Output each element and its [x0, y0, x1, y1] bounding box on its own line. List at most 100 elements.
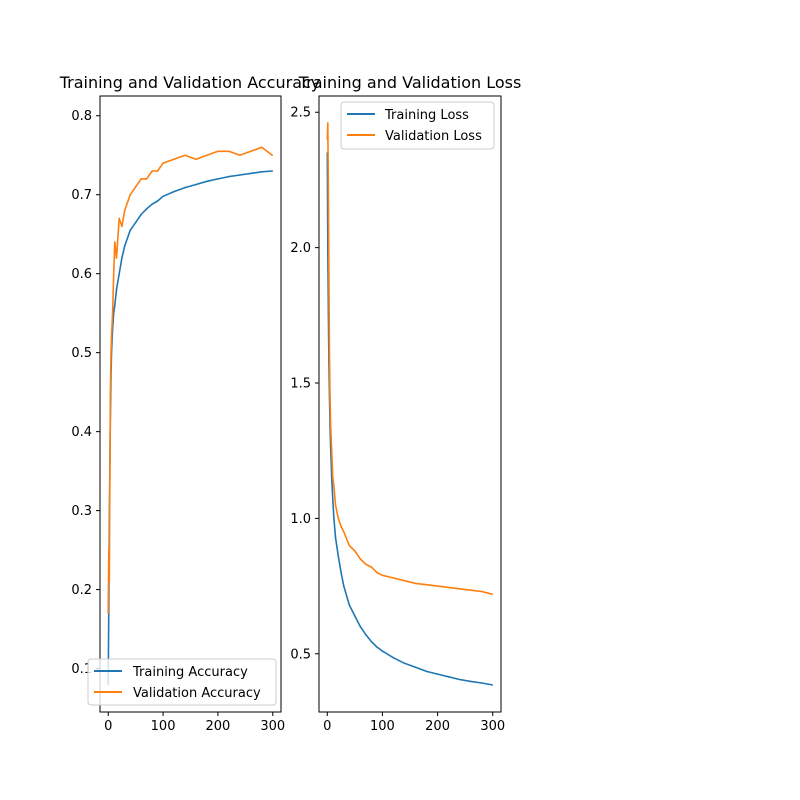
loss-legend-box [340, 101, 495, 150]
loss-point-validation-loss-27 [458, 588, 461, 590]
accuracy-point-validation-accuracy-27 [239, 154, 241, 156]
loss-ytick-label-2-5: 2.5 [290, 106, 311, 121]
loss-ticks: 0 100 200 300 0.5 1.0 1.5 2.0 2.5 [290, 106, 505, 734]
loss-point-validation-loss-2 [327, 192, 330, 195]
accuracy-point-training-accuracy-19 [156, 200, 159, 202]
accuracy-point-validation-accuracy-15 [134, 186, 137, 188]
loss-point-training-loss-27 [458, 678, 461, 681]
loss-point-validation-loss-7 [330, 449, 333, 452]
accuracy-point-training-accuracy-27 [239, 174, 241, 176]
loss-point-validation-loss-12 [340, 525, 342, 528]
accuracy-xtick-label-200: 200 [206, 719, 231, 734]
loss-point-validation-loss-16 [359, 558, 362, 560]
accuracy-point-training-accuracy-28 [250, 172, 252, 175]
loss-point-validation-loss-17 [365, 563, 367, 566]
loss-point-training-loss-30 [491, 684, 494, 686]
loss-point-validation-loss-24 [425, 583, 428, 586]
accuracy-point-training-accuracy-11 [118, 272, 120, 275]
accuracy-ticks: 0 100 200 300 0.1 0.2 0.3 0.4 0.5 0.6 0.7 0.8 [71, 109, 285, 734]
loss-legend-validation-label: Validation Loss [385, 129, 482, 144]
accuracy-point-validation-accuracy-21 [173, 158, 175, 160]
loss-point-training-loss-29 [480, 682, 483, 684]
accuracy-point-validation-accuracy-0 [107, 612, 109, 615]
accuracy-chart: Training and Validation Accuracy 0 100 200… [59, 73, 321, 734]
loss-point-validation-loss-19 [376, 571, 378, 574]
accuracy-ytick-label-0-6: 0.6 [71, 267, 92, 282]
loss-point-validation-loss-25 [436, 585, 439, 587]
loss-legend-training-label: Training Loss [384, 108, 469, 123]
accuracy-point-validation-accuracy-9 [114, 241, 116, 243]
loss-point-training-loss-8 [332, 498, 334, 501]
loss-plot-area [326, 122, 494, 686]
accuracy-point-training-accuracy-25 [217, 178, 219, 180]
accuracy-point-training-accuracy-9 [114, 304, 116, 307]
loss-point-validation-loss-26 [447, 586, 450, 589]
accuracy-chart-title: Training and Validation Accuracy [59, 73, 321, 92]
loss-point-validation-loss-29 [480, 590, 483, 593]
accuracy-ytick-label-0-1: 0.1 [71, 662, 92, 677]
loss-point-validation-loss-23 [414, 582, 417, 585]
accuracy-point-training-accuracy-22 [184, 186, 186, 189]
accuracy-point-validation-accuracy-3 [109, 470, 111, 472]
loss-point-validation-loss-28 [469, 589, 472, 591]
accuracy-point-validation-accuracy-20 [162, 162, 164, 164]
loss-point-validation-loss-20 [381, 574, 384, 577]
loss-point-validation-loss-13 [343, 531, 345, 533]
loss-point-training-loss-13 [343, 585, 345, 587]
loss-point-training-loss-23 [414, 666, 417, 669]
loss-point-validation-loss-0 [326, 138, 329, 141]
accuracy-point-validation-accuracy-29 [261, 146, 263, 149]
accuracy-point-validation-accuracy-13 [123, 209, 126, 212]
accuracy-point-validation-accuracy-30 [271, 154, 274, 156]
accuracy-point-validation-accuracy-14 [129, 193, 131, 196]
loss-point-validation-loss-18 [370, 566, 373, 568]
loss-point-validation-loss-21 [392, 577, 395, 579]
loss-point-training-loss-20 [381, 650, 384, 652]
accuracy-point-training-accuracy-20 [162, 195, 164, 198]
accuracy-ytick-label-0-4: 0.4 [71, 425, 92, 440]
accuracy-point-training-accuracy-17 [145, 208, 148, 210]
accuracy-point-validation-accuracy-1 [108, 549, 110, 551]
accuracy-point-training-accuracy-23 [195, 183, 197, 186]
accuracy-point-training-accuracy-12 [121, 257, 123, 259]
accuracy-point-validation-accuracy-18 [151, 170, 153, 172]
accuracy-legend-box [87, 658, 277, 706]
loss-xtick-label-300: 300 [480, 719, 505, 734]
loss-point-training-loss-16 [359, 625, 362, 628]
loss-point-validation-loss-9 [333, 485, 335, 487]
accuracy-point-validation-accuracy-17 [145, 178, 148, 180]
accuracy-point-validation-accuracy-16 [140, 178, 142, 180]
accuracy-point-training-accuracy-14 [129, 229, 131, 232]
accuracy-point-validation-accuracy-23 [195, 158, 197, 160]
loss-xtick-label-200: 200 [425, 719, 450, 734]
accuracy-point-training-accuracy-10 [115, 288, 118, 291]
loss-chart: Training and Validation Loss 0 100 200 3000… [290, 73, 521, 734]
accuracy-point-validation-accuracy-2 [108, 580, 111, 583]
loss-point-training-loss-18 [370, 640, 373, 643]
accuracy-xtick-label-100: 100 [151, 719, 176, 734]
loss-point-validation-loss-15 [354, 550, 356, 552]
accuracy-point-validation-accuracy-12 [121, 225, 123, 228]
accuracy-legend-validation-label: Validation Accuracy [133, 686, 261, 701]
accuracy-point-validation-accuracy-28 [250, 150, 252, 153]
accuracy-point-validation-accuracy-4 [109, 391, 112, 394]
loss-point-training-loss-19 [376, 646, 378, 648]
accuracy-point-training-accuracy-26 [228, 175, 230, 178]
accuracy-legend: Training Accuracy Validation Accuracy [87, 658, 277, 706]
loss-point-validation-loss-4 [328, 355, 331, 357]
loss-point-training-loss-10 [334, 536, 337, 539]
loss-point-validation-loss-1 [327, 122, 329, 124]
loss-ytick-label-2-0: 2.0 [290, 241, 311, 256]
loss-point-training-loss-24 [425, 670, 428, 673]
accuracy-point-validation-accuracy-10 [115, 257, 118, 259]
accuracy-point-validation-accuracy-22 [184, 154, 186, 156]
loss-point-validation-loss-11 [337, 517, 340, 520]
accuracy-point-validation-accuracy-11 [118, 217, 120, 220]
accuracy-legend-training-label: Training Accuracy [132, 665, 248, 680]
accuracy-xtick-label-0: 0 [104, 719, 112, 734]
loss-point-training-loss-26 [447, 676, 450, 678]
loss-ytick-label-1-0: 1.0 [290, 512, 311, 527]
accuracy-point-validation-accuracy-19 [156, 170, 159, 172]
accuracy-ytick-label-0-2: 0.2 [71, 583, 92, 598]
